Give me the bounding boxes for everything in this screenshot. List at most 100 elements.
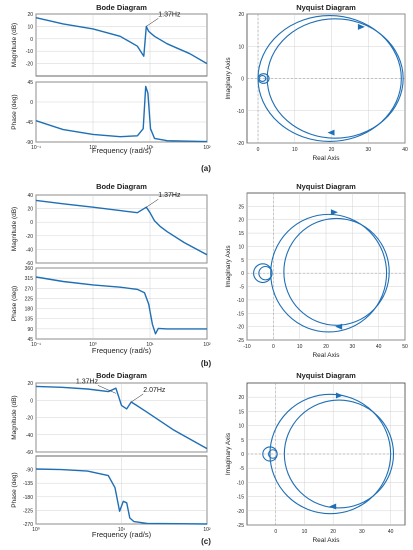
nyquist-xtick-label: 10 [292,147,298,153]
bode-title: Bode Diagram [96,371,147,380]
nyquist-direction-arrow [330,209,338,216]
nyquist-ylabel: Imaginary Axis [225,57,232,100]
magnitude-ytick-label: 20 [27,381,33,387]
magnitude-ytick-label: -60 [26,261,33,267]
magnitude-ytick-label: 20 [27,207,33,213]
nyquist-xtick-label: 40 [388,529,394,535]
nyquist-xtick-label: 40 [376,344,382,350]
magnitude-ytick-label: -40 [26,247,33,253]
nyquist-ytick-label: -20 [237,141,244,147]
annotation-label: 1.37Hz [76,378,99,385]
annotation-label: 1.37Hz [158,192,181,199]
phase-ytick-label: 180 [25,307,34,313]
magnitude-ytick-label: -20 [26,416,33,422]
phase-ytick-label: 90 [27,327,33,333]
magnitude-ylabel: Magnitude (dB) [11,23,18,67]
nyquist-ytick-label: 20 [238,395,244,401]
phase-ytick-label: -180 [23,495,33,501]
nyquist-xtick-label: 40 [402,147,408,153]
magnitude-ytick-label: 20 [27,12,33,18]
nyquist-ytick-label: -5 [240,285,245,291]
phase-axes-box [35,267,208,340]
phase-curve [35,468,208,525]
annotation-label: 1.37Hz [158,11,181,18]
xtick-label: 10¹ [146,145,154,151]
magnitude-ytick-label: 10 [27,24,33,30]
xtick-label: 10¹ [118,527,126,533]
nyquist-ytick-label: -5 [240,466,245,472]
magnitude-ytick-label: -20 [26,234,33,240]
phase-ytick-label: 45 [27,80,33,86]
phase-ytick-label: -270 [23,522,33,528]
annotation-label: 2.07Hz [143,387,166,394]
xtick-label: 10⁻¹ [31,342,41,348]
nyquist-ytick-label: -15 [237,311,244,317]
nyquist-contour [267,449,278,459]
bode-xlabel: Frequency (rad/s) [92,530,152,539]
nyquist-ytick-label: -25 [237,523,244,529]
magnitude-ytick-label: -60 [26,450,33,456]
nyquist-contour [283,399,395,509]
nyquist-xtick-label: 0 [272,344,275,350]
nyquist-xtick-label: 30 [359,529,365,535]
nyquist-ytick-label: 15 [238,409,244,415]
nyquist-xtick-label: 30 [350,344,356,350]
nyquist-ytick-label: -10 [237,480,244,486]
nyquist-xlabel: Real Axis [312,352,340,359]
phase-ytick-label: 225 [25,296,34,302]
nyquist-contour [269,393,392,515]
magnitude-ytick-label: -10 [26,49,33,55]
nyquist-xtick-label: 0 [257,147,260,153]
nyquist-xtick-label: 20 [330,529,336,535]
nyquist-xlabel: Real Axis [312,537,340,544]
nyquist-contour [266,18,404,139]
nyquist-ytick-label: 10 [238,244,244,250]
nyquist-ytick-label: 20 [238,12,244,18]
phase-ytick-label: -90 [26,140,33,146]
annotation-arrow [97,385,117,394]
nyquist-ytick-label: -20 [237,509,244,515]
nyquist-xtick-label: 0 [274,529,277,535]
nyquist-ytick-label: -25 [237,338,244,344]
phase-ytick-label: 315 [25,276,34,282]
nyquist-ytick-label: -20 [237,325,244,331]
nyquist-contour [258,75,267,82]
magnitude-ytick-label: -20 [26,62,33,68]
nyquist-direction-arrow [327,129,335,136]
nyquist-title: Nyquist Diagram [296,371,356,380]
annotation-arrow [146,18,159,27]
nyquist-ytick-label: 5 [241,258,244,264]
nyquist-contour [257,73,270,84]
nyquist-xtick-label: 10 [297,344,303,350]
phase-ytick-label: 45 [27,337,33,343]
phase-ytick-label: -45 [26,120,33,126]
phase-ytick-label: -90 [26,468,33,474]
nyquist-ytick-label: 0 [241,77,244,83]
magnitude-curve [35,17,208,65]
nyquist-xtick-label: 10 [302,529,308,535]
bode-xlabel: Frequency (rad/s) [92,146,152,155]
nyquist-ylabel: Imaginary Axis [225,245,232,288]
xtick-label: 10² [203,342,211,348]
nyquist-xtick-label: 20 [323,344,329,350]
xtick-label: 10² [203,527,211,533]
nyquist-direction-arrow [357,23,365,30]
nyquist-xlabel: Real Axis [312,155,340,162]
nyquist-ytick-label: 15 [238,231,244,237]
phase-ylabel: Phase (deg) [11,472,18,507]
phase-ytick-label: -225 [23,508,33,514]
nyquist-ytick-label: -10 [237,298,244,304]
magnitude-ylabel: Magnitude (dB) [11,395,18,439]
bode-title: Bode Diagram [96,3,147,12]
xtick-label: 10¹ [146,342,154,348]
phase-ylabel: Phase (deg) [11,286,18,321]
phase-ytick-label: -135 [23,481,33,487]
bode-title: Bode Diagram [96,182,147,191]
magnitude-ytick-label: 0 [30,398,33,404]
panel-label: (c) [201,537,211,546]
nyquist-title: Nyquist Diagram [296,182,356,191]
panel-label: (b) [201,359,212,368]
magnitude-axes-box [35,194,208,264]
nyquist-ytick-label: -15 [237,495,244,501]
